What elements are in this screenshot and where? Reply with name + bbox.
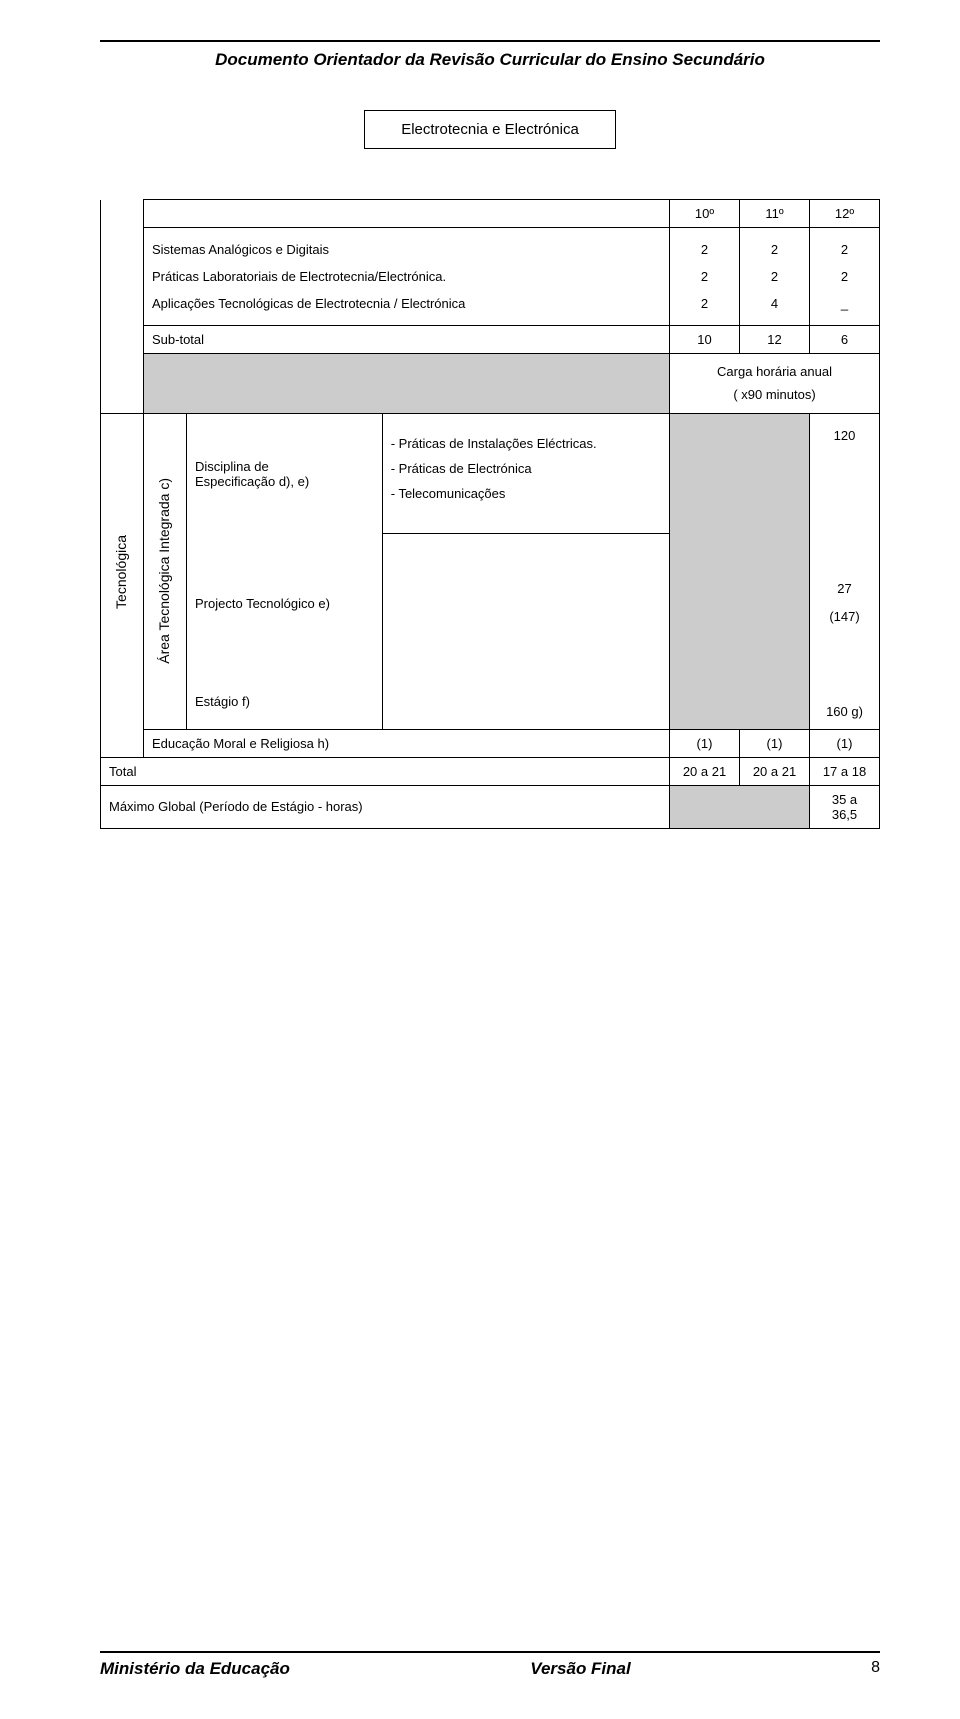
side-emr-left xyxy=(101,729,144,757)
row-sistemas-12: 2 xyxy=(810,228,880,264)
year-10-header: 10º xyxy=(670,200,740,228)
side-tecno-cell: Tecnológica xyxy=(101,413,144,729)
page-footer: Ministério da Educação Versão Final 8 xyxy=(100,1551,880,1679)
footer-page-number: 8 xyxy=(871,1659,880,1679)
row-sistemas-label: Sistemas Analógicos e Digitais xyxy=(144,228,670,264)
row-total-10: 20 a 21 xyxy=(670,757,740,785)
row-estagio-label: Estágio f) xyxy=(187,673,383,729)
side-tecno-label: Tecnológica xyxy=(109,531,135,613)
row-sistemas-10: 2 xyxy=(670,228,740,264)
row-projecto-v2: (147) xyxy=(829,609,859,624)
row-projecto-v1: 27 xyxy=(837,581,851,596)
row-total-12: 17 a 18 xyxy=(810,757,880,785)
row-subtotal-label: Sub-total xyxy=(144,326,670,354)
curriculum-table: 10º 11º 12º Sistemas Analógicos e Digita… xyxy=(100,199,880,829)
row-subtotal-11: 12 xyxy=(740,326,810,354)
row-carga-sub: ( x90 minutos) xyxy=(733,387,815,402)
side-area-cell: Área Tecnológica Integrada c) xyxy=(144,413,187,729)
row-sistemas-11: 2 xyxy=(740,228,810,264)
row-projecto-gap xyxy=(382,533,669,673)
row-estagio-value: 160 g) xyxy=(810,673,880,729)
row-subtotal-12: 6 xyxy=(810,326,880,354)
footer-rule xyxy=(100,1651,880,1653)
year-11-header: 11º xyxy=(740,200,810,228)
disc-opt2: - Práticas de Electrónica xyxy=(391,461,661,476)
row-maximo-label: Máximo Global (Período de Estágio - hora… xyxy=(101,785,670,828)
section-title-box: Electrotecnia e Electrónica xyxy=(364,110,616,149)
page-header-title: Documento Orientador da Revisão Curricul… xyxy=(100,46,880,110)
row-emr-11: (1) xyxy=(740,729,810,757)
row-disciplina-label2: Especificação d), e) xyxy=(195,474,309,489)
row-disciplina-shade xyxy=(670,413,810,533)
row-estagio-gap xyxy=(382,673,669,729)
side-area-label: Área Tecnológica Integrada c) xyxy=(152,474,178,668)
footer-left: Ministério da Educação xyxy=(100,1659,290,1679)
row-carga-shade-left xyxy=(144,354,670,414)
row-aplicacoes-10: 2 xyxy=(670,290,740,326)
row-disciplina-options-cell: - Práticas de Instalações Eléctricas. - … xyxy=(382,413,669,533)
row-emr-label: Educação Moral e Religiosa h) xyxy=(144,729,670,757)
row-praticas-12: 2 xyxy=(810,263,880,290)
row-total-11: 20 a 21 xyxy=(740,757,810,785)
row-carga-label: Carga horária anual xyxy=(717,364,832,379)
year-12-header: 12º xyxy=(810,200,880,228)
blank-header-cell xyxy=(144,200,670,228)
side-tecno-upper xyxy=(101,200,144,414)
row-praticas-10: 2 xyxy=(670,263,740,290)
row-projecto-values: 27 (147) xyxy=(810,533,880,673)
row-maximo-value: 35 a 36,5 xyxy=(810,785,880,828)
row-aplicacoes-11: 4 xyxy=(740,290,810,326)
row-aplicacoes-label: Aplicações Tecnológicas de Electrotecnia… xyxy=(144,290,670,326)
header-rule xyxy=(100,40,880,42)
row-total-label: Total xyxy=(101,757,670,785)
row-projecto-shade xyxy=(670,533,810,673)
row-praticas-label: Práticas Laboratoriais de Electrotecnia/… xyxy=(144,263,670,290)
row-subtotal-10: 10 xyxy=(670,326,740,354)
row-maximo-shade xyxy=(670,785,810,828)
row-emr-12: (1) xyxy=(810,729,880,757)
disc-opt3: - Telecomunicações xyxy=(391,486,661,501)
row-praticas-11: 2 xyxy=(740,263,810,290)
footer-center: Versão Final xyxy=(530,1659,630,1679)
row-aplicacoes-12: _ xyxy=(810,290,880,326)
row-disciplina-value: 120 xyxy=(810,413,880,533)
row-carga-cell: Carga horária anual ( x90 minutos) xyxy=(670,354,880,414)
row-disciplina-label-cell: Disciplina de Especificação d), e) xyxy=(187,413,383,533)
row-projecto-label: Projecto Tecnológico e) xyxy=(187,533,383,673)
row-disciplina-label1: Disciplina de xyxy=(195,459,269,474)
row-estagio-shade xyxy=(670,673,810,729)
row-emr-10: (1) xyxy=(670,729,740,757)
disc-opt1: - Práticas de Instalações Eléctricas. xyxy=(391,436,661,451)
